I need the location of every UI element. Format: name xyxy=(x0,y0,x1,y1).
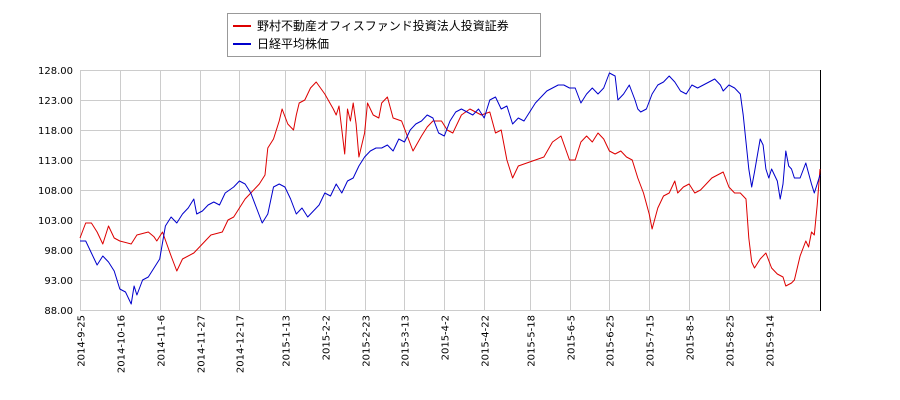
y-tick-label: 93.00 xyxy=(44,276,73,287)
y-tick-label: 123.00 xyxy=(38,96,73,107)
y-tick-label: 103.00 xyxy=(38,216,73,227)
x-tick-label: 2015-1-13 xyxy=(282,315,293,367)
series-lines xyxy=(79,72,821,305)
x-tick-label: 2015-9-14 xyxy=(766,315,777,367)
y-tick-label: 128.00 xyxy=(38,66,73,77)
y-tick-label: 113.00 xyxy=(38,156,73,167)
series-line-nikkei xyxy=(80,72,821,305)
x-tick-label: 2014-10-16 xyxy=(117,315,128,373)
x-tick-label: 2015-5-18 xyxy=(527,315,538,367)
legend-box xyxy=(227,13,541,57)
x-tick-label: 2015-8-5 xyxy=(686,315,697,360)
y-axis: 128.00 123.00 118.00 113.00 108.00 103.0… xyxy=(38,66,73,317)
x-tick-label: 2015-6-5 xyxy=(567,315,578,360)
legend: 野村不動産オフィスファンド投資法人投資証券 日経平均株価 xyxy=(227,13,541,57)
legend-label-nikkei: 日経平均株価 xyxy=(257,36,329,51)
x-tick-label: 2014-12-17 xyxy=(236,315,247,373)
y-tick-label: 88.00 xyxy=(44,306,73,317)
x-tick-label: 2015-2-2 xyxy=(322,315,333,360)
x-tick-label: 2015-7-15 xyxy=(646,315,657,367)
x-tick-label: 2014-11-27 xyxy=(197,315,208,373)
y-tick-label: 98.00 xyxy=(44,246,73,257)
x-tick-label: 2015-8-25 xyxy=(726,315,737,367)
x-tick-label: 2015-2-23 xyxy=(362,315,373,367)
legend-label-nomura: 野村不動産オフィスファンド投資法人投資証券 xyxy=(257,18,509,33)
x-tick-label: 2015-4-2 xyxy=(441,315,452,360)
x-tick-label: 2014-11-6 xyxy=(157,315,168,367)
x-tick-label: 2015-4-22 xyxy=(481,315,492,367)
series-line-nomura xyxy=(79,81,821,287)
y-tick-label: 108.00 xyxy=(38,186,73,197)
x-axis: 2014-9-25 2014-10-16 2014-11-6 2014-11-27 20… xyxy=(77,315,777,373)
y-tick-label: 118.00 xyxy=(38,126,73,137)
x-tick-label: 2015-6-25 xyxy=(606,315,617,367)
x-tick-label: 2014-9-25 xyxy=(77,315,88,367)
x-tick-label: 2015-3-13 xyxy=(401,315,412,367)
